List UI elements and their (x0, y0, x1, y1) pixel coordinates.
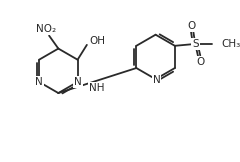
Text: CH₃: CH₃ (221, 39, 240, 49)
Text: N: N (74, 77, 81, 87)
Text: O: O (197, 57, 205, 67)
Text: O: O (187, 21, 196, 31)
Text: OH: OH (90, 36, 106, 46)
Text: N: N (35, 77, 43, 87)
Text: N: N (153, 75, 160, 85)
Text: NO₂: NO₂ (36, 24, 56, 34)
Text: NH: NH (89, 83, 104, 93)
Text: S: S (192, 39, 198, 49)
